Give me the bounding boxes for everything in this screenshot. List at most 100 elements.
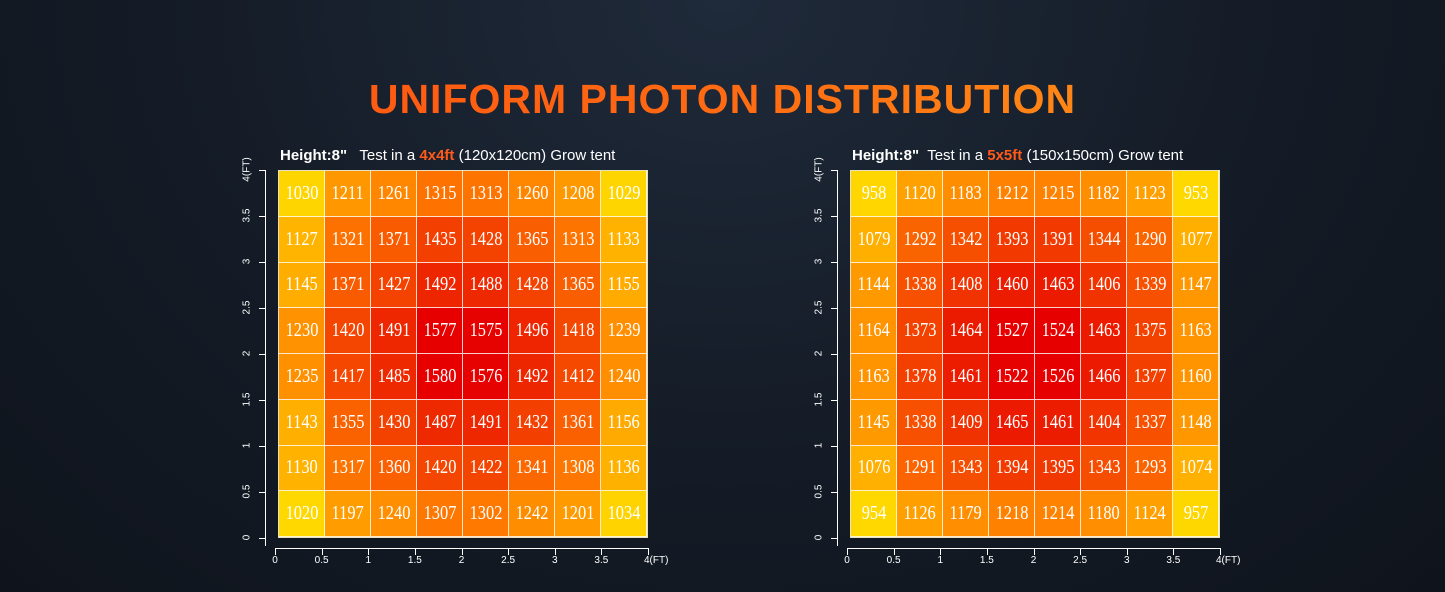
- heatmap-cell: 1360: [371, 445, 417, 492]
- y-tick-label: 1.5: [241, 392, 253, 407]
- cell-value: 1235: [285, 364, 318, 387]
- heatmap-cell: 1375: [1127, 308, 1173, 354]
- heatmap-cell: 1465: [989, 399, 1035, 446]
- heatmap-cell: 1361: [555, 399, 601, 446]
- heatmap-cell: 1313: [555, 216, 601, 263]
- cell-value: 1428: [515, 273, 548, 296]
- heatmap-cell: 1341: [509, 445, 555, 492]
- cell-value: 1029: [607, 181, 640, 204]
- cell-value: 1148: [1179, 410, 1212, 433]
- cell-value: 1164: [857, 319, 890, 342]
- cell-value: 1143: [285, 410, 318, 433]
- cell-value: 1575: [469, 319, 502, 342]
- x-tick-label: 0: [844, 555, 850, 566]
- x-tick-label: 2.5: [1073, 555, 1088, 566]
- cell-value: 1313: [469, 181, 502, 204]
- cell-value: 1360: [377, 456, 410, 479]
- cell-value: 1461: [1041, 410, 1074, 433]
- heatmap-cell: 1240: [601, 354, 647, 400]
- cell-value: 1308: [561, 456, 594, 479]
- heatmap-cell: 1343: [943, 445, 989, 492]
- cell-value: 1163: [1179, 319, 1212, 342]
- heatmap-cell: 1492: [509, 354, 555, 400]
- heatmap-cell: 1371: [371, 216, 417, 263]
- heatmap-cell: 1378: [897, 354, 943, 400]
- cell-value: 958: [861, 181, 886, 204]
- heatmap-grid: 1030 1211 1261 1315 1313 1260 1208 1029 1127 1321…: [278, 170, 648, 538]
- cell-value: 1302: [469, 502, 502, 525]
- cell-value: 1461: [949, 364, 982, 387]
- y-tick: [831, 492, 837, 493]
- cell-value: 1201: [561, 502, 594, 525]
- cell-value: 1492: [423, 273, 456, 296]
- cell-value: 1365: [515, 227, 548, 250]
- height-label: Height:8": [280, 147, 348, 164]
- x-tick: [368, 548, 370, 555]
- cell-value: 1577: [423, 319, 456, 342]
- heatmap-cell: 1365: [509, 216, 555, 263]
- heatmap-cell: 1342: [943, 216, 989, 263]
- cell-value: 1487: [423, 410, 456, 433]
- cell-value: 1412: [561, 364, 594, 387]
- x-tick-label: 3: [1123, 555, 1130, 566]
- x-tick-label: 3.5: [1166, 555, 1181, 566]
- heatmap-cell: 1308: [555, 445, 601, 492]
- y-tick: [831, 216, 837, 217]
- cell-value: 1120: [903, 181, 936, 204]
- tent-size: 5x5ft: [987, 147, 1023, 164]
- y-tick-label: 2: [813, 350, 825, 357]
- heatmap-cell: 1343: [1081, 445, 1127, 492]
- y-tick-label: 3.5: [813, 208, 825, 223]
- cell-value: 1391: [1041, 227, 1074, 250]
- heatmap-cell: 1183: [943, 171, 989, 217]
- cell-value: 1136: [607, 456, 640, 479]
- cell-value: 1378: [903, 364, 936, 387]
- y-tick: [259, 354, 265, 355]
- y-tick: [259, 400, 265, 401]
- heatmap-cell: 1214: [1035, 491, 1081, 537]
- cell-value: 1338: [903, 273, 936, 296]
- x-tick: [1173, 548, 1175, 555]
- cell-value: 1240: [607, 364, 640, 387]
- heatmap-cell: 1201: [555, 491, 601, 537]
- x-tick-label: 1: [365, 555, 372, 566]
- heatmap-cell: 1239: [601, 308, 647, 354]
- x-tick: [986, 548, 988, 555]
- cell-value: 1342: [949, 227, 982, 250]
- cell-value: 1077: [1179, 227, 1212, 250]
- x-tick: [1126, 548, 1128, 555]
- cell-value: 1524: [1041, 319, 1074, 342]
- cell-value: 1420: [331, 319, 364, 342]
- heatmap-cell: 953: [1173, 171, 1219, 217]
- heatmap-cell: 1460: [989, 262, 1035, 309]
- x-tick-label: 0: [272, 555, 278, 566]
- y-tick: [831, 262, 837, 263]
- y-tick: [831, 308, 837, 309]
- subtitle-suffix: (120x120cm) Grow tent: [458, 147, 616, 164]
- heatmap-cell: 954: [851, 491, 897, 537]
- cell-value: 1074: [1179, 456, 1212, 479]
- chart-subtitle: Height:8" Test in a 5x5ft (150x150cm) Gr…: [852, 147, 1183, 164]
- cell-value: 1435: [423, 227, 456, 250]
- y-tick-label: 0.5: [813, 484, 825, 499]
- cell-value: 1522: [995, 364, 1028, 387]
- heatmap-cell: 1261: [371, 171, 417, 217]
- x-tick: [940, 548, 942, 555]
- heatmap-cell: 1420: [325, 308, 371, 354]
- cell-value: 1375: [1133, 319, 1166, 342]
- y-tick-label: 3: [813, 258, 825, 265]
- x-tick: [1080, 548, 1082, 555]
- x-tick-label: 4(FT): [1216, 555, 1241, 566]
- heatmap-cell: 1355: [325, 399, 371, 446]
- heatmap-cell: 1395: [1035, 445, 1081, 492]
- cell-value: 1464: [949, 319, 982, 342]
- heatmap-cell: 1307: [417, 491, 463, 537]
- heatmap-cell: 1127: [279, 216, 325, 263]
- x-tick-label: 3: [551, 555, 558, 566]
- heatmap-cell: 1575: [463, 308, 509, 354]
- cell-value: 1160: [1179, 364, 1212, 387]
- cell-value: 1211: [331, 181, 364, 204]
- cell-value: 1373: [903, 319, 936, 342]
- heatmap-cell: 1120: [897, 171, 943, 217]
- cell-value: 1130: [285, 456, 318, 479]
